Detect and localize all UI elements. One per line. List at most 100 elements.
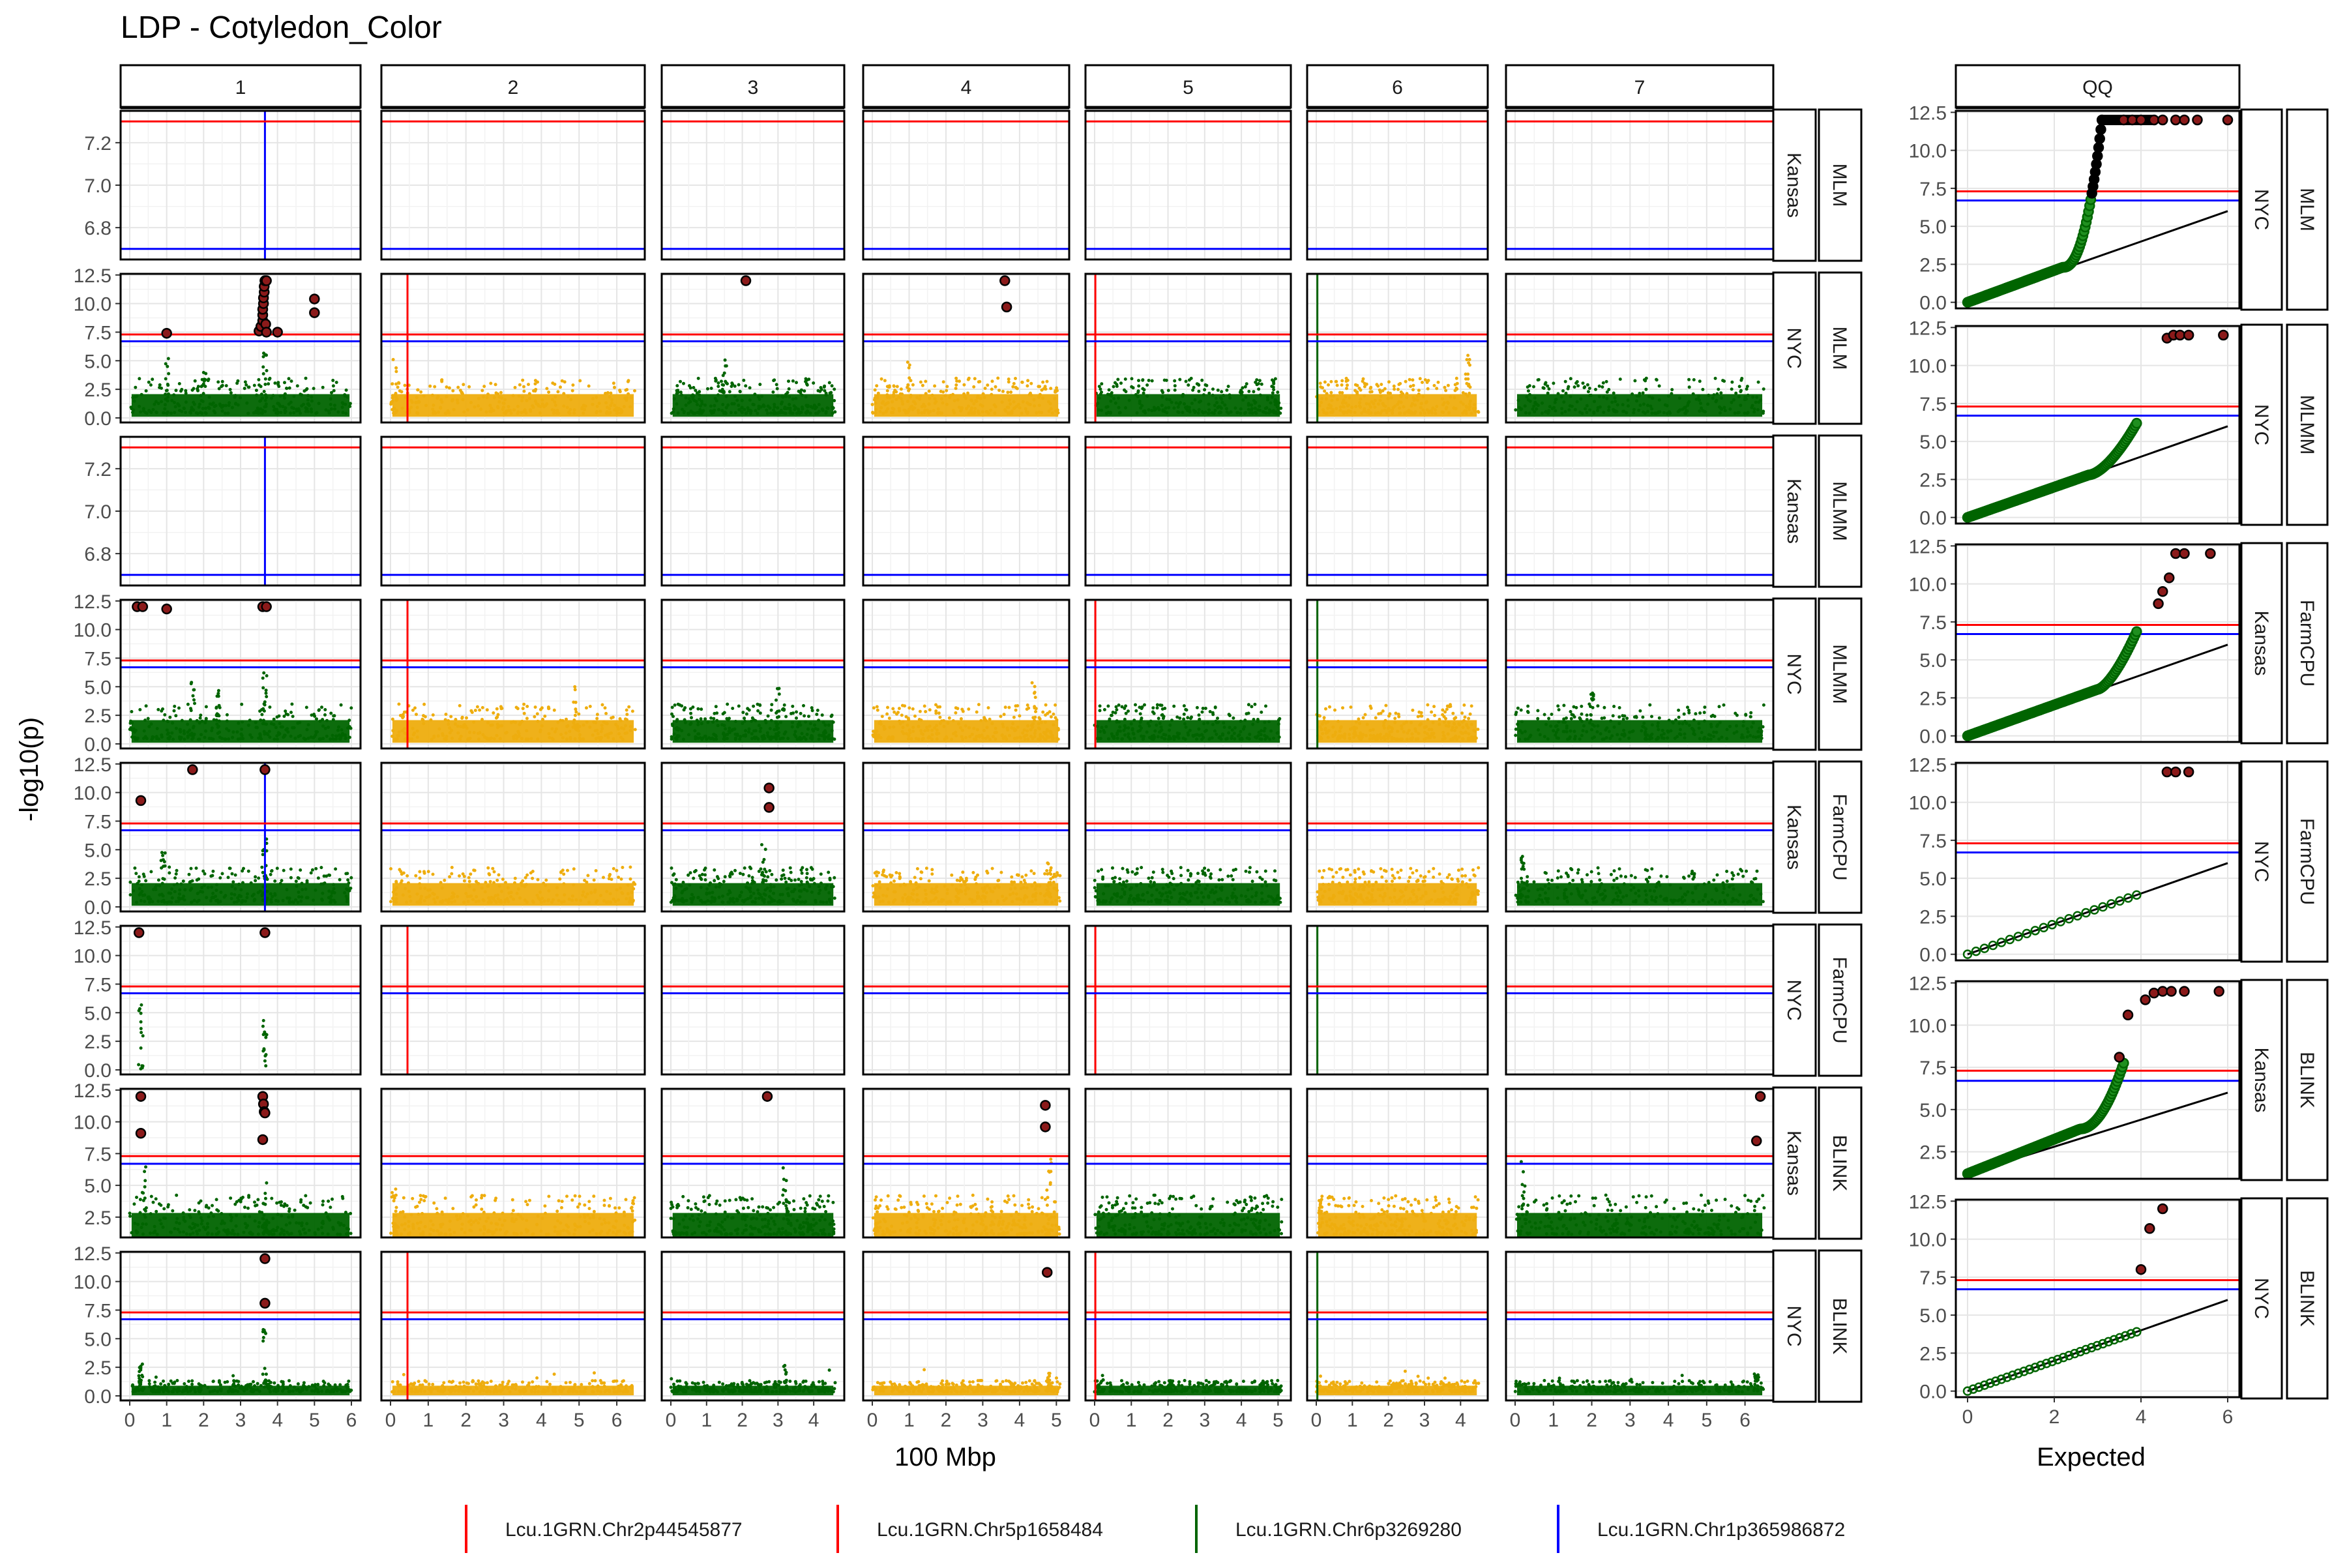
qq-point — [2039, 923, 2048, 933]
panel-border — [119, 1087, 362, 1239]
qq-significant-point — [2161, 766, 2173, 778]
panel-MLM-NYC-chr2 — [380, 273, 646, 424]
y-tick-label: 10.0 — [74, 1112, 111, 1134]
y-tick-label: 5.0 — [84, 677, 111, 698]
panel-MLMM-Kansas-chr6 — [1306, 436, 1489, 587]
significant-point — [135, 795, 147, 806]
strip-model — [1818, 434, 1863, 588]
qq-strip-label-model: MLM — [2296, 188, 2318, 231]
qq-panel-MLMM-NYC: 0.0 2.5 5.0 7.5 10.0 12.5 — [1909, 318, 2241, 529]
qq-point — [2024, 1365, 2035, 1374]
qq-x-tick-label: 2 — [2049, 1406, 2060, 1428]
y-tick-label: 12.5 — [74, 754, 111, 776]
qq-panel-border — [1955, 325, 2241, 525]
x-tick-label: 3 — [1625, 1410, 1636, 1431]
snp-peak — [781, 1166, 789, 1235]
y-tick-label: 12.5 — [74, 1243, 111, 1265]
qq-point — [2098, 1339, 2108, 1349]
qq-y-tick-label: 2.5 — [1919, 1343, 1947, 1365]
snp-cloud — [669, 865, 836, 904]
panel-border — [660, 273, 846, 424]
qq-x-tick-label: 6 — [2222, 1406, 2234, 1428]
qq-significant-point — [2140, 994, 2151, 1005]
snp-cloud — [1513, 1374, 1765, 1394]
x-tick-label: 4 — [272, 1410, 283, 1431]
qq-point — [2056, 917, 2065, 926]
qq-point — [2126, 1329, 2136, 1339]
qq-point — [1990, 1376, 2001, 1386]
qq-point — [1996, 938, 2007, 947]
panel-BLINK-NYC-chr1 — [119, 1250, 362, 1402]
qq-y-tick-label: 2.5 — [1919, 1142, 1947, 1164]
qq-y-tick-label: 7.5 — [1919, 612, 1947, 634]
panel-border — [1084, 436, 1292, 587]
significant-point — [259, 1107, 271, 1119]
qq-y-tick-label: 12.5 — [1909, 1191, 1947, 1213]
panel-border — [1084, 925, 1292, 1076]
qq-point — [2094, 133, 2105, 144]
snp-peak — [1752, 1372, 1760, 1390]
qq-panel-border — [1955, 1198, 2241, 1398]
snp-cloud — [129, 376, 352, 415]
strip-qq — [1955, 64, 2241, 109]
strip-label-chrom-3: 3 — [748, 77, 759, 98]
significant-point — [259, 1297, 271, 1309]
snp-cloud — [670, 702, 836, 741]
panel-MLMM-Kansas-chr3 — [660, 436, 846, 587]
panel-border — [1306, 599, 1489, 750]
panel-BLINK-Kansas-chr1 — [119, 1087, 362, 1239]
qq-point — [2086, 1342, 2097, 1353]
snp-cloud — [128, 865, 353, 904]
snp-peak — [782, 1363, 789, 1393]
qq-expected-line — [1967, 1299, 2228, 1393]
qq-y-tick-label: 12.5 — [1909, 102, 1947, 124]
qq-y-tick-label: 5.0 — [1919, 868, 1947, 890]
significant-point — [761, 1091, 773, 1102]
qq-y-tick-label: 10.0 — [1909, 1230, 1947, 1251]
legend-label: Lcu.1GRN.Chr1p365986872 — [1597, 1519, 1845, 1541]
x-axis-title: 100 Mbp — [894, 1443, 996, 1472]
panel-FarmCPU-Kansas-chr1 — [119, 762, 362, 913]
panel-FarmCPU-NYC-chr7 — [1505, 925, 1775, 1076]
snp-cloud — [1093, 1374, 1283, 1394]
panel-border — [660, 1250, 846, 1402]
panel-MLM-Kansas-chr3 — [660, 110, 846, 261]
panel-border — [380, 1087, 646, 1239]
panel-border — [862, 110, 1070, 261]
snp-peak — [137, 1362, 145, 1386]
strip-label-model: BLINK — [1829, 1135, 1850, 1192]
panel-BLINK-NYC-chr7 — [1505, 1250, 1775, 1402]
panel-FarmCPU-NYC-chr1 — [119, 925, 362, 1076]
snp-peak — [159, 851, 167, 898]
snp-cloud — [130, 1374, 353, 1394]
snp-cloud — [1316, 866, 1481, 904]
strip-label-location: NYC — [1783, 979, 1805, 1020]
snp-peak — [720, 358, 728, 409]
panel-border — [119, 925, 362, 1076]
qq-significant-point — [2114, 1052, 2125, 1063]
qq-point — [2095, 124, 2106, 135]
y-tick-label: 7.5 — [84, 322, 111, 344]
panel-border — [862, 273, 1070, 424]
snp-cloud — [1318, 1194, 1480, 1236]
qq-significant-point — [2118, 114, 2129, 126]
qq-significant-point — [2166, 986, 2177, 997]
qq-strip-model — [2286, 108, 2329, 311]
qq-y-tick-label: 7.5 — [1919, 1267, 1947, 1289]
qq-significant-point — [2192, 114, 2203, 126]
qq-strip-label-model: MLMM — [2296, 395, 2318, 455]
panel-border — [1306, 925, 1489, 1076]
x-tick-label: 6 — [346, 1410, 357, 1431]
snp-peak — [261, 1181, 269, 1234]
y-tick-label: 5.0 — [84, 1176, 111, 1197]
qq-strip-location — [2240, 542, 2283, 745]
panel-MLM-Kansas-chr5 — [1084, 110, 1292, 261]
strip-location — [1772, 434, 1817, 588]
panel-border — [380, 273, 646, 424]
significant-point — [1041, 1267, 1053, 1278]
panel-BLINK-Kansas-chr2 — [380, 1087, 646, 1239]
panel-border — [119, 110, 362, 261]
strip-model — [1818, 760, 1863, 914]
snp-peak — [774, 687, 781, 736]
qq-point — [2132, 1327, 2142, 1337]
